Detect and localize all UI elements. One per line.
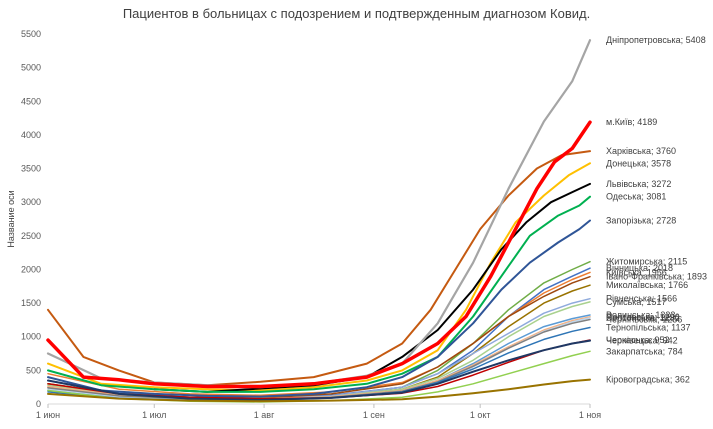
y-tick-label: 3500 [21,164,41,174]
series-end-label: Івано-Франківська; 1893 [606,272,707,282]
y-tick-label: 4500 [21,96,41,106]
series-end-label: Донецька; 3578 [606,158,671,168]
series-end-label: Рівненська; 1566 [606,294,677,304]
series-line [47,339,591,401]
axes: 0 500 1000 1500 2000 2500 3000 3500 4000 4500 5000… [6,29,601,420]
series-end-label: м.Київ; 4189 [606,117,657,127]
y-tick-label: 1000 [21,332,41,342]
series-end-label: Волинська; 1323 [606,310,675,320]
series-end-label: Чернігівська; 1256 [606,315,682,325]
y-tick-label: 3000 [21,197,41,207]
series-end-label: Черкаська; 952 [606,335,670,345]
series-line [46,120,592,389]
series-line [46,39,592,389]
x-tick-label: 1 окт [470,410,491,420]
y-axis-title: Название оси [6,190,16,247]
series-end-label: Миколаївська; 1766 [606,280,688,290]
chart-title: Пациентов в больницах с подозрением и по… [122,6,591,21]
series-end-label: Сумська; 1517 [606,297,666,307]
series-end-label: Херсонська; 1282 [606,313,680,323]
series-end-label: Львівська; 3272 [606,179,671,189]
series-end-label: Запорізька; 2728 [606,215,676,225]
x-tick-label: 1 июн [36,410,60,420]
series-end-label: Кіровоградська; 362 [606,375,690,385]
series-line [47,162,591,392]
y-tick-label: 4000 [21,130,41,140]
y-tick-label: 5000 [21,63,41,73]
y-tick-label: 0 [36,399,41,409]
x-tick-label: 1 авг [254,410,275,420]
series-end-label: Тернопільська; 1137 [606,323,690,333]
series-end-label: Чернівецька; 942 [606,336,678,346]
y-tick-label: 5500 [21,29,41,39]
series-end-label: Вінницька; 2018 [606,263,673,273]
series-end-label: Дніпропетровська; 5408 [606,35,706,45]
series-lines [46,39,592,403]
y-tick-label: 500 [26,365,41,375]
y-tick-label: 2500 [21,231,41,241]
x-tick-label: 1 ноя [579,410,601,420]
series-end-label: Київська; 1956 [606,267,667,277]
series-line [47,378,591,403]
x-tick-label: 1 июл [142,410,166,420]
y-tick-label: 1500 [21,298,41,308]
series-line [153,182,591,393]
x-tick-label: 1 сен [363,410,385,420]
series-end-label: Одеська; 3081 [606,192,666,202]
series-line [47,219,591,398]
series-end-label: Закарпатська; 784 [606,346,683,356]
series-end-label: Харківська; 3760 [606,146,676,156]
series-labels: Дніпропетровська; 5408 м.Київ; 4189 Харків… [606,35,707,384]
series-line [47,195,591,393]
series-end-label: Житомирська; 2115 [606,257,687,267]
series-line [47,150,591,387]
y-tick-label: 2000 [21,264,41,274]
series-end-label: Полтавська; 1296 [606,312,680,322]
